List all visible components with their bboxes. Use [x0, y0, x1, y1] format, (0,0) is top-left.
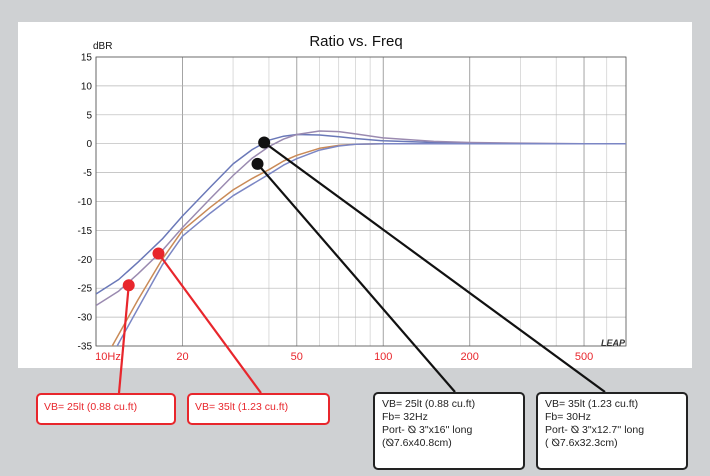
leader-line: [263, 141, 606, 393]
leader-line: [256, 163, 456, 393]
y-tick-label: 0: [86, 139, 92, 150]
y-axis-label: dBR: [93, 41, 112, 52]
chart-panel: [18, 22, 692, 368]
leader-line: [117, 285, 130, 394]
x-tick-label: 200: [461, 351, 479, 363]
plot-frame: [95, 56, 627, 347]
callout-black-25lt: VB= 25lt (0.88 cu.ft) Fb= 32Hz Port- ⦰ 3…: [373, 392, 525, 470]
callout-red-35lt: VB= 35lt (1.23 cu.ft): [187, 393, 330, 425]
callout-line: (⦰7.6x40.8cm): [382, 437, 452, 449]
chart-title: Ratio vs. Freq: [309, 33, 402, 50]
x-tick-label: 50: [291, 351, 303, 363]
x-tick-label: 100: [374, 351, 392, 363]
y-tick-label: -5: [83, 168, 92, 179]
y-tick-label: -25: [78, 284, 93, 295]
callout-line: VB= 35lt (1.23 cu.ft): [545, 398, 639, 410]
callout-line: Fb= 30Hz: [545, 411, 591, 423]
marker-dot: [258, 136, 271, 149]
callout-line: VB= 25lt (0.88 cu.ft): [44, 401, 138, 413]
callout-line: Fb= 32Hz: [382, 411, 428, 423]
marker-group: [122, 136, 271, 292]
series-line-2: [96, 130, 626, 307]
marker-dot: [251, 157, 264, 170]
leap-watermark: LEAP: [601, 338, 626, 348]
callout-black-35lt: VB= 35lt (1.23 cu.ft) Fb= 30Hz Port- ⦰ 3…: [536, 392, 688, 470]
callout-line: VB= 35lt (1.23 cu.ft): [195, 401, 289, 413]
leader-line: [157, 252, 262, 394]
x-tick-label: 500: [575, 351, 593, 363]
y-tick-label: -30: [78, 313, 93, 324]
grid: [95, 56, 627, 347]
callout-line: Port- ⦰ 3"x12.7'' long: [545, 424, 645, 436]
callout-red-25lt: VB= 25lt (0.88 cu.ft): [36, 393, 176, 425]
y-tick-label: 10: [81, 81, 93, 92]
y-tick-label: 5: [86, 110, 92, 121]
marker-dot: [122, 279, 135, 292]
y-tick-label: 15: [81, 53, 93, 64]
leader-lines: [117, 141, 606, 394]
x-tick-label: 20: [176, 351, 188, 363]
x-tick-label: 10Hz: [95, 351, 121, 363]
callout-line: Port- ⦰ 3"x16'' long: [382, 424, 473, 436]
y-tick-label: -15: [78, 226, 93, 237]
y-tick-label: -20: [78, 255, 93, 266]
marker-dot: [152, 247, 165, 260]
callout-line: ( ⦰7.6x32.3cm): [545, 437, 618, 449]
y-tick-label: -10: [78, 197, 93, 208]
y-tick-label: -35: [78, 342, 93, 353]
callout-line: VB= 25lt (0.88 cu.ft): [382, 398, 476, 410]
